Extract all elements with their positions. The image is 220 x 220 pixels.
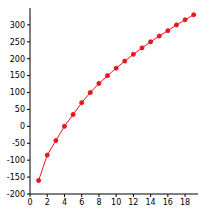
svg-text:50: 50 [15, 105, 25, 114]
svg-text:2: 2 [45, 198, 50, 207]
svg-text:250: 250 [10, 38, 25, 47]
svg-text:-50: -50 [12, 139, 25, 148]
svg-text:-100: -100 [8, 156, 25, 165]
svg-text:12: 12 [128, 198, 138, 207]
svg-text:0: 0 [20, 122, 25, 131]
svg-text:0: 0 [27, 198, 32, 207]
svg-text:14: 14 [146, 198, 156, 207]
svg-text:150: 150 [10, 71, 25, 80]
svg-text:-200: -200 [8, 190, 25, 199]
svg-text:100: 100 [10, 88, 25, 97]
svg-text:8: 8 [96, 198, 101, 207]
svg-text:-150: -150 [8, 173, 25, 182]
svg-text:6: 6 [79, 198, 84, 207]
svg-text:18: 18 [180, 198, 190, 207]
svg-text:10: 10 [111, 198, 121, 207]
svg-text:300: 300 [10, 21, 25, 30]
svg-text:16: 16 [163, 198, 173, 207]
svg-text:4: 4 [62, 198, 67, 207]
svg-text:200: 200 [10, 55, 25, 64]
